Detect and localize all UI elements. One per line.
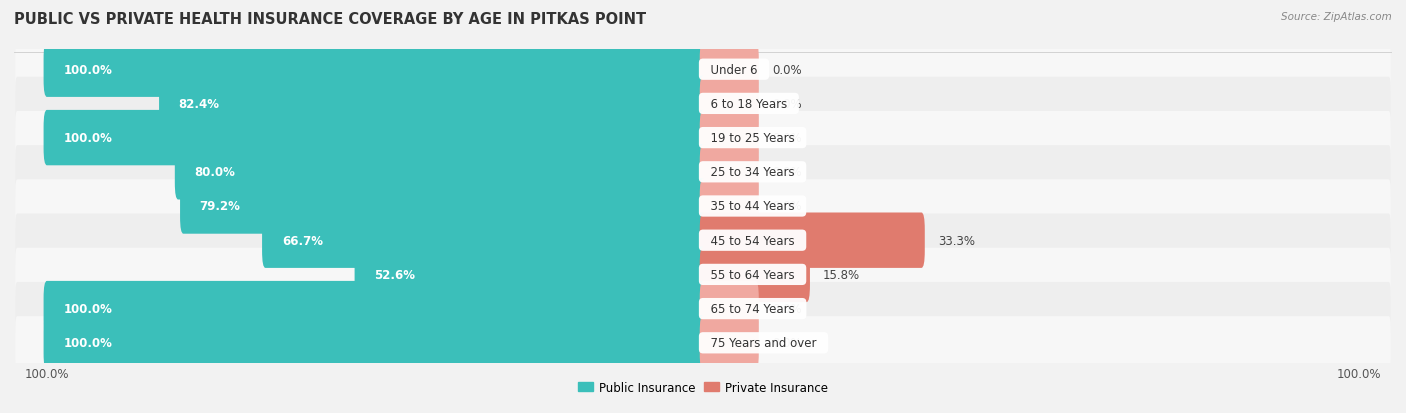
FancyBboxPatch shape xyxy=(159,76,706,132)
Legend: Public Insurance, Private Insurance: Public Insurance, Private Insurance xyxy=(574,376,832,399)
Text: 0.0%: 0.0% xyxy=(772,337,801,349)
Text: 0.0%: 0.0% xyxy=(772,302,801,316)
FancyBboxPatch shape xyxy=(700,43,759,97)
FancyBboxPatch shape xyxy=(700,281,759,337)
Text: PUBLIC VS PRIVATE HEALTH INSURANCE COVERAGE BY AGE IN PITKAS POINT: PUBLIC VS PRIVATE HEALTH INSURANCE COVER… xyxy=(14,12,647,27)
FancyBboxPatch shape xyxy=(700,213,925,268)
Text: 45 to 54 Years: 45 to 54 Years xyxy=(703,234,803,247)
FancyBboxPatch shape xyxy=(180,179,706,234)
FancyBboxPatch shape xyxy=(15,43,1391,97)
FancyBboxPatch shape xyxy=(700,145,759,200)
Text: Under 6: Under 6 xyxy=(703,64,765,76)
Text: 82.4%: 82.4% xyxy=(179,97,219,111)
FancyBboxPatch shape xyxy=(262,213,706,268)
Text: 0.0%: 0.0% xyxy=(772,64,801,76)
FancyBboxPatch shape xyxy=(44,281,706,337)
Text: 79.2%: 79.2% xyxy=(200,200,240,213)
FancyBboxPatch shape xyxy=(700,316,759,370)
Text: 75 Years and over: 75 Years and over xyxy=(703,337,824,349)
FancyBboxPatch shape xyxy=(700,179,759,234)
FancyBboxPatch shape xyxy=(15,214,1391,267)
Text: 0.0%: 0.0% xyxy=(772,166,801,179)
Text: 25 to 34 Years: 25 to 34 Years xyxy=(703,166,803,179)
FancyBboxPatch shape xyxy=(44,111,706,166)
Text: 0.0%: 0.0% xyxy=(772,132,801,145)
Text: 66.7%: 66.7% xyxy=(281,234,323,247)
FancyBboxPatch shape xyxy=(15,78,1391,131)
Text: 19 to 25 Years: 19 to 25 Years xyxy=(703,132,803,145)
FancyBboxPatch shape xyxy=(700,76,759,132)
FancyBboxPatch shape xyxy=(44,316,706,370)
FancyBboxPatch shape xyxy=(354,247,706,302)
Text: 33.3%: 33.3% xyxy=(938,234,974,247)
FancyBboxPatch shape xyxy=(15,248,1391,301)
FancyBboxPatch shape xyxy=(44,43,706,97)
FancyBboxPatch shape xyxy=(15,316,1391,370)
Text: 0.0%: 0.0% xyxy=(772,97,801,111)
FancyBboxPatch shape xyxy=(15,112,1391,165)
Text: 52.6%: 52.6% xyxy=(374,268,415,281)
Text: Source: ZipAtlas.com: Source: ZipAtlas.com xyxy=(1281,12,1392,22)
Text: 100.0%: 100.0% xyxy=(63,64,112,76)
FancyBboxPatch shape xyxy=(15,146,1391,199)
Text: 15.8%: 15.8% xyxy=(823,268,860,281)
Text: 0.0%: 0.0% xyxy=(772,200,801,213)
Text: 100.0%: 100.0% xyxy=(63,132,112,145)
FancyBboxPatch shape xyxy=(700,247,810,302)
FancyBboxPatch shape xyxy=(15,282,1391,335)
Text: 80.0%: 80.0% xyxy=(194,166,235,179)
Text: 65 to 74 Years: 65 to 74 Years xyxy=(703,302,803,316)
Text: 100.0%: 100.0% xyxy=(63,337,112,349)
Text: 35 to 44 Years: 35 to 44 Years xyxy=(703,200,803,213)
FancyBboxPatch shape xyxy=(700,111,759,166)
Text: 6 to 18 Years: 6 to 18 Years xyxy=(703,97,794,111)
FancyBboxPatch shape xyxy=(174,145,706,200)
Text: 100.0%: 100.0% xyxy=(63,302,112,316)
FancyBboxPatch shape xyxy=(15,180,1391,233)
Text: 55 to 64 Years: 55 to 64 Years xyxy=(703,268,803,281)
